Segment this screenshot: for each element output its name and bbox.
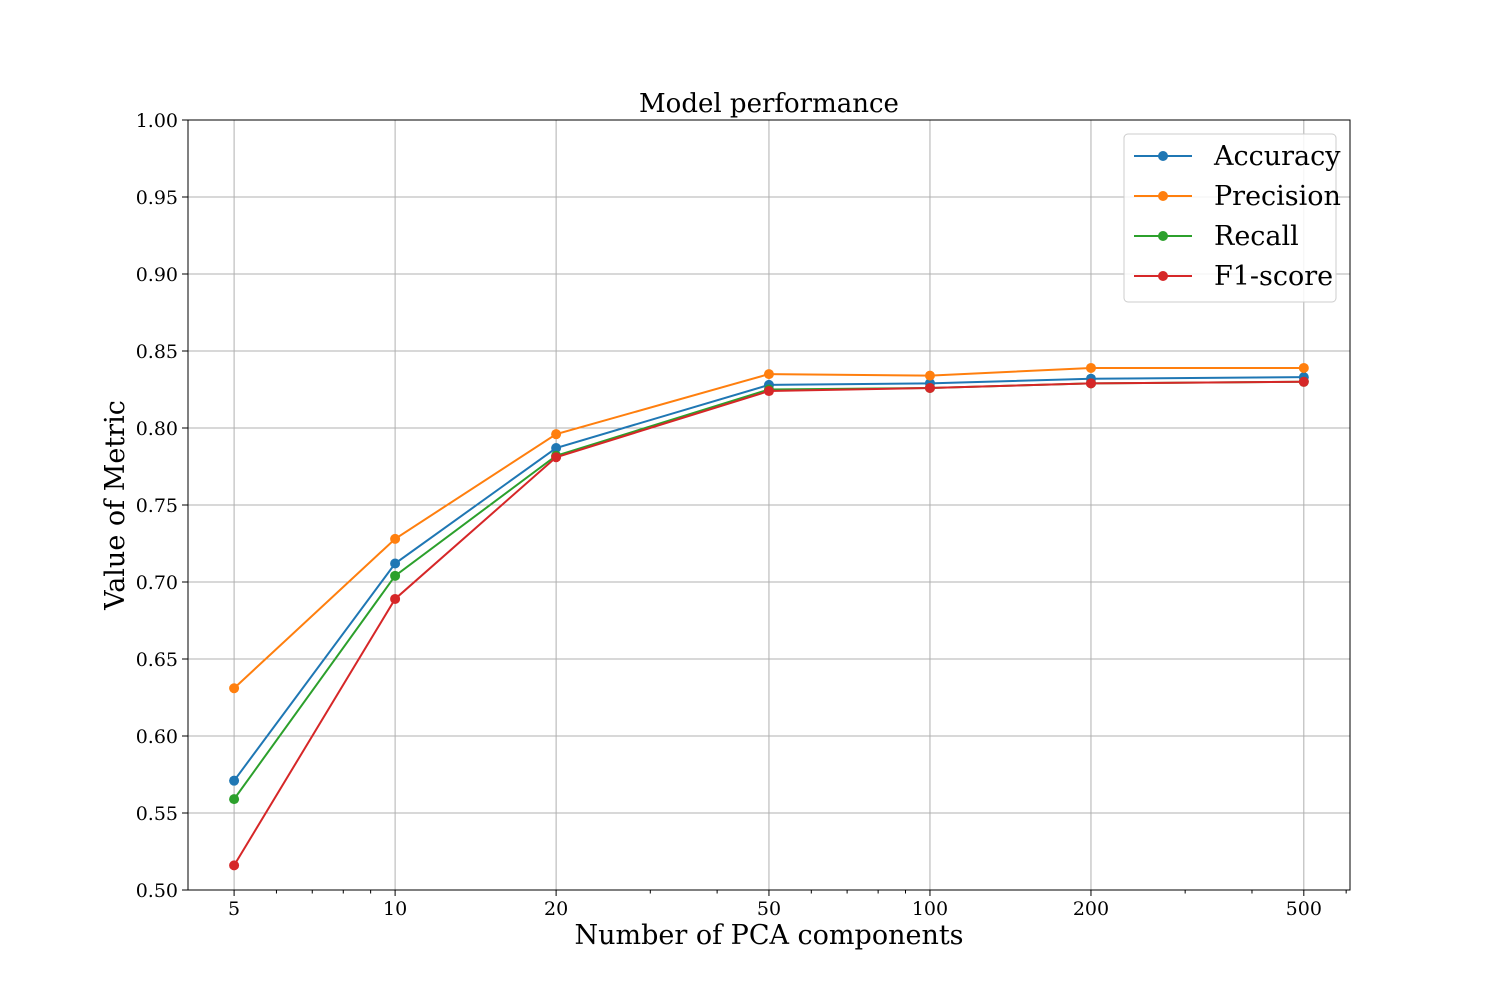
data-point-f1-score: [763, 386, 774, 397]
data-point-accuracy: [390, 558, 401, 569]
chart-title: Model performance: [639, 89, 899, 119]
data-point-precision: [390, 533, 401, 544]
y-tick-label: 0.95: [136, 187, 178, 209]
y-tick-label: 0.90: [136, 264, 178, 286]
legend-marker-accuracy: [1158, 151, 1168, 161]
x-tick-label: 5: [228, 898, 240, 920]
y-tick-label: 1.00: [136, 110, 178, 132]
y-tick-label: 0.80: [136, 418, 178, 440]
legend: Accuracy Precision Recall F1-score: [1123, 133, 1341, 303]
x-tick-label: 50: [757, 898, 781, 920]
x-tick-label: 10: [383, 898, 407, 920]
legend-marker-precision: [1158, 191, 1168, 201]
data-point-precision: [924, 370, 935, 381]
data-point-recall: [229, 794, 240, 805]
data-point-precision: [763, 369, 774, 380]
legend-label-f1-score: F1-score: [1214, 261, 1333, 292]
legend-label-recall: Recall: [1214, 221, 1299, 252]
data-point-f1-score: [924, 382, 935, 393]
y-tick-label: 0.65: [136, 649, 178, 671]
y-tick-label: 0.85: [136, 341, 178, 363]
data-point-f1-score: [1085, 378, 1096, 389]
legend-box: [1123, 133, 1337, 303]
series-layer: [229, 362, 1309, 871]
x-tick-label: 500: [1286, 898, 1322, 920]
data-point-f1-score: [390, 593, 401, 604]
data-point-precision: [551, 429, 562, 440]
x-axis-label: Number of PCA components: [574, 920, 963, 951]
y-tick-label: 0.60: [136, 726, 178, 748]
legend-marker-recall: [1158, 231, 1168, 241]
y-tick-label: 0.50: [136, 880, 178, 902]
y-tick-label: 0.70: [136, 572, 178, 594]
legend-marker-f1-score: [1158, 271, 1168, 281]
data-point-precision: [229, 683, 240, 694]
data-point-recall: [390, 570, 401, 581]
data-point-precision: [1085, 362, 1096, 373]
x-tick-label: 200: [1073, 898, 1109, 920]
data-point-f1-score: [229, 860, 240, 871]
data-point-f1-score: [1298, 376, 1309, 387]
legend-label-precision: Precision: [1214, 181, 1341, 212]
data-point-accuracy: [551, 443, 562, 454]
x-tick-label: 100: [912, 898, 948, 920]
y-axis-label: Value of Metric: [100, 400, 131, 611]
data-point-precision: [1298, 362, 1309, 373]
tick-layer: 5 10 20 50 100 200 500 0.50 0.55 0.60 0.65 0.70 0.75…: [136, 110, 1347, 920]
legend-label-accuracy: Accuracy: [1213, 141, 1341, 172]
x-tick-label: 20: [544, 898, 568, 920]
data-point-f1-score: [551, 452, 562, 463]
y-tick-label: 0.55: [136, 803, 178, 825]
y-tick-label: 0.75: [136, 495, 178, 517]
data-point-accuracy: [229, 775, 240, 786]
